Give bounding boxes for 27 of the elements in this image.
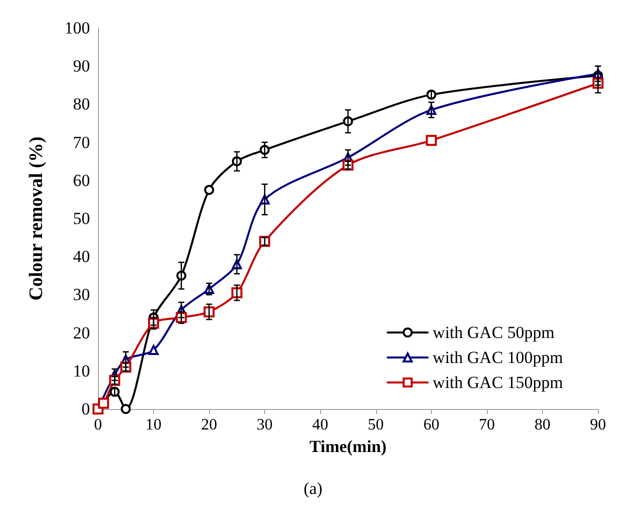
y-tick-label: 90 <box>73 56 90 76</box>
legend-label: with GAC 150ppm <box>432 373 564 392</box>
y-tick-label: 30 <box>73 285 90 304</box>
x-tick-label: 40 <box>312 416 328 434</box>
text: (a) <box>304 479 322 498</box>
x-tick-label: 30 <box>256 416 273 434</box>
legend-label: with GAC 50ppm <box>432 323 555 342</box>
x-tick-label: 10 <box>146 416 162 434</box>
x-tick-label: 70 <box>478 416 495 434</box>
x-tick-label: 0 <box>94 416 102 434</box>
y-tick-label: 0 <box>82 400 90 418</box>
y-tick-label: 100 <box>64 18 90 38</box>
x-tick-label: 90 <box>590 416 606 434</box>
y-tick-label: 60 <box>73 170 90 190</box>
x-tick-label: 80 <box>534 416 550 434</box>
x-tick-label: 60 <box>423 416 440 434</box>
x-tick-label: 50 <box>368 416 384 434</box>
y-tick-label: 80 <box>73 94 90 114</box>
y-tick-label: 10 <box>73 361 90 380</box>
legend-label: with GAC 100ppm <box>432 348 564 367</box>
y-axis-title: Colour removal (%) <box>26 136 47 300</box>
y-tick-label: 20 <box>73 323 90 342</box>
x-tick-label: 20 <box>201 416 218 434</box>
y-tick-label: 50 <box>73 209 90 228</box>
y-tick-label: 70 <box>73 132 90 152</box>
y-tick-label: 40 <box>73 247 90 266</box>
x-axis-title: Time(min) <box>309 436 387 456</box>
